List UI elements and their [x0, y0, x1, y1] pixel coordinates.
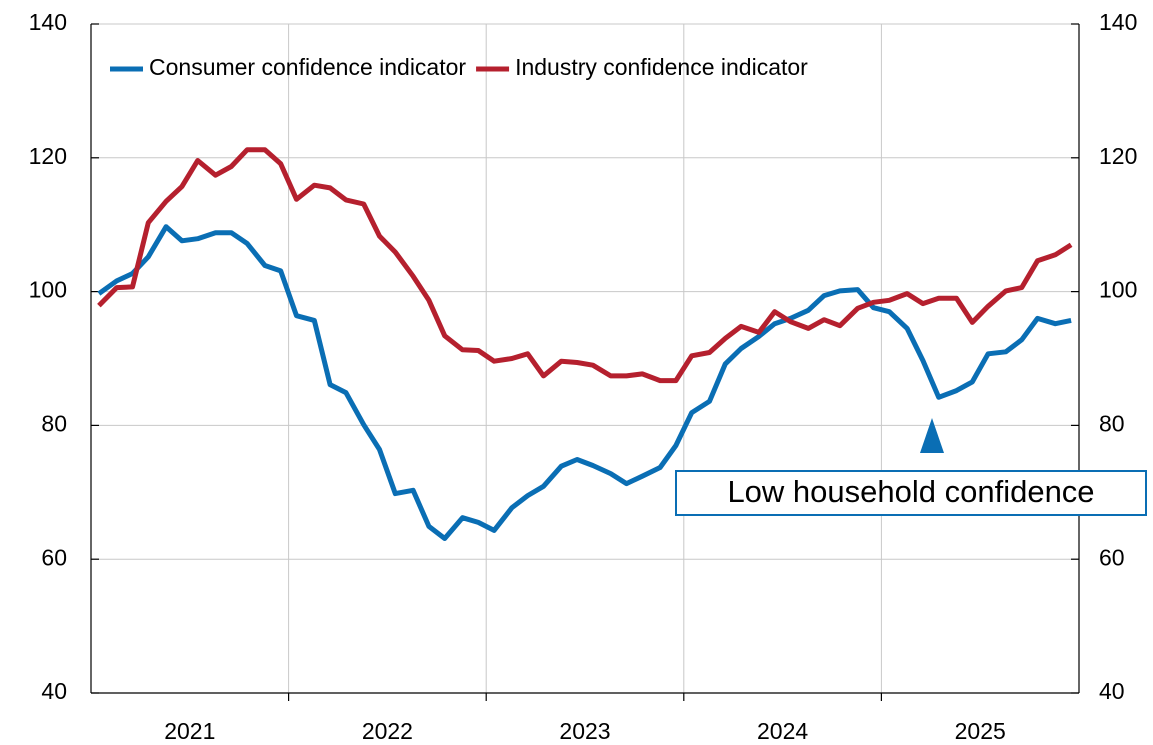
y-tick-label: 60 [41, 544, 67, 570]
y2-tick-label: 40 [1099, 678, 1125, 704]
annotation-text: Low household confidence [727, 474, 1094, 509]
y-tick-label: 100 [29, 277, 67, 303]
x-tick-label: 2021 [164, 718, 215, 744]
annotation: Low household confidence [675, 418, 1147, 516]
x-tick-label: 2024 [757, 718, 808, 744]
y2-tick-label: 120 [1099, 143, 1137, 169]
annotation-box [675, 470, 1147, 516]
legend-label: Industry confidence indicator [515, 54, 808, 80]
y-tick-label: 120 [29, 143, 67, 169]
y-tick-label: 140 [29, 9, 67, 35]
x-tick-label: 2025 [955, 718, 1006, 744]
x-tick-label: 2022 [362, 718, 413, 744]
line-series [97, 224, 1072, 541]
y-tick-label: 40 [41, 678, 67, 704]
y2-tick-label: 100 [1099, 277, 1137, 303]
annotation-arrow [920, 418, 944, 453]
x-tick-label: 2023 [559, 718, 610, 744]
y2-tick-label: 60 [1099, 544, 1125, 570]
legend-label: Consumer confidence indicator [149, 54, 466, 80]
y-tick-label: 80 [41, 410, 67, 436]
y2-tick-label: 140 [1099, 9, 1137, 35]
line-series [97, 147, 1073, 384]
y2-tick-label: 80 [1099, 410, 1125, 436]
